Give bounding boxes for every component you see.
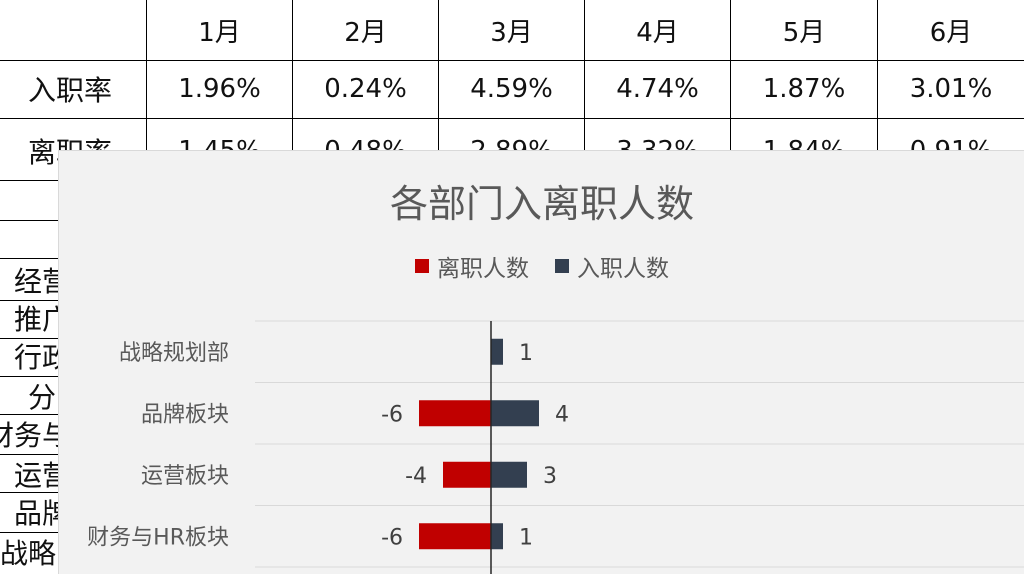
chart-title: 各部门入离职人数 xyxy=(389,182,694,226)
partial-label: 推广 xyxy=(14,303,60,336)
hire-rate-cell[interactable]: 3.01% xyxy=(909,74,993,104)
row-border xyxy=(0,532,60,533)
partial-label: 分 xyxy=(28,381,57,414)
row-border xyxy=(0,376,60,377)
bar-hire xyxy=(491,338,503,365)
hire-rate-cell[interactable]: 1.87% xyxy=(762,74,846,104)
month-header[interactable]: 6月 xyxy=(929,17,973,48)
row-border xyxy=(0,414,60,415)
column-border xyxy=(730,0,731,150)
hire-rate-cell[interactable]: 0.24% xyxy=(324,74,407,104)
data-label: -6 xyxy=(381,525,403,550)
row-border xyxy=(0,118,1024,119)
legend-label: 离职人数 xyxy=(437,256,529,282)
legend-swatch xyxy=(555,259,569,273)
category-label: 财务与HR板块 xyxy=(87,525,229,550)
bar-leave xyxy=(419,400,491,427)
row-border xyxy=(0,60,1024,61)
partial-label: 战略 xyxy=(0,537,57,570)
partial-label: 财务与 xyxy=(0,419,60,452)
hire-rate-cell[interactable]: 4.59% xyxy=(470,74,553,104)
legend-item: 入职人数 xyxy=(555,249,669,283)
row-border xyxy=(0,492,60,493)
row-border xyxy=(0,454,60,455)
chart-area[interactable]: 各部门入离职人数 离职人数 入职人数 战略规划部 1 品牌板块 -6 4 运营板块 -4 3 财… xyxy=(58,150,1024,574)
bar-hire xyxy=(491,461,527,488)
column-border xyxy=(292,0,293,150)
category-label: 运营板块 xyxy=(141,464,229,489)
partial-label: 经营 xyxy=(14,265,60,298)
row-border xyxy=(0,300,60,301)
partial-label: 运营 xyxy=(14,459,60,492)
hire-rate-cell[interactable]: 1.96% xyxy=(178,74,261,104)
bar-hire xyxy=(491,400,539,427)
row-border xyxy=(0,258,60,259)
month-header[interactable]: 3月 xyxy=(490,17,533,48)
month-header[interactable]: 2月 xyxy=(344,17,387,48)
data-label: -6 xyxy=(381,402,403,427)
data-label: -4 xyxy=(405,464,427,489)
legend-swatch xyxy=(415,259,429,273)
legend-item: 离职人数 xyxy=(415,249,529,283)
category-label: 品牌板块 xyxy=(141,402,229,427)
row-border xyxy=(0,338,60,339)
column-border xyxy=(438,0,439,150)
partial-label: 行政 xyxy=(14,341,60,374)
month-header[interactable]: 1月 xyxy=(198,17,241,48)
partial-label: 品牌 xyxy=(14,497,60,530)
month-header[interactable]: 5月 xyxy=(782,17,826,48)
month-header[interactable]: 4月 xyxy=(636,17,679,48)
category-label: 战略规划部 xyxy=(119,341,229,366)
data-label: 1 xyxy=(519,341,533,366)
plot-area: 战略规划部 1 品牌板块 -6 4 运营板块 -4 3 财务与HR板块 -6 1 xyxy=(87,320,1024,574)
data-label: 4 xyxy=(555,402,569,427)
data-label: 1 xyxy=(519,525,533,550)
column-border xyxy=(877,0,878,150)
legend-label: 入职人数 xyxy=(577,256,669,282)
hire-rate-cell[interactable]: 4.74% xyxy=(616,74,699,104)
bar-hire xyxy=(491,523,503,550)
row-border xyxy=(0,180,60,181)
data-label: 3 xyxy=(543,464,557,489)
bar-leave xyxy=(443,461,491,488)
row-label-hire-rate[interactable]: 入职率 xyxy=(28,74,113,107)
bar-leave xyxy=(419,523,491,550)
row-border xyxy=(0,220,60,221)
chart-legend: 离职人数 入职人数 xyxy=(59,249,1024,283)
column-border xyxy=(146,0,147,150)
column-border xyxy=(584,0,585,150)
